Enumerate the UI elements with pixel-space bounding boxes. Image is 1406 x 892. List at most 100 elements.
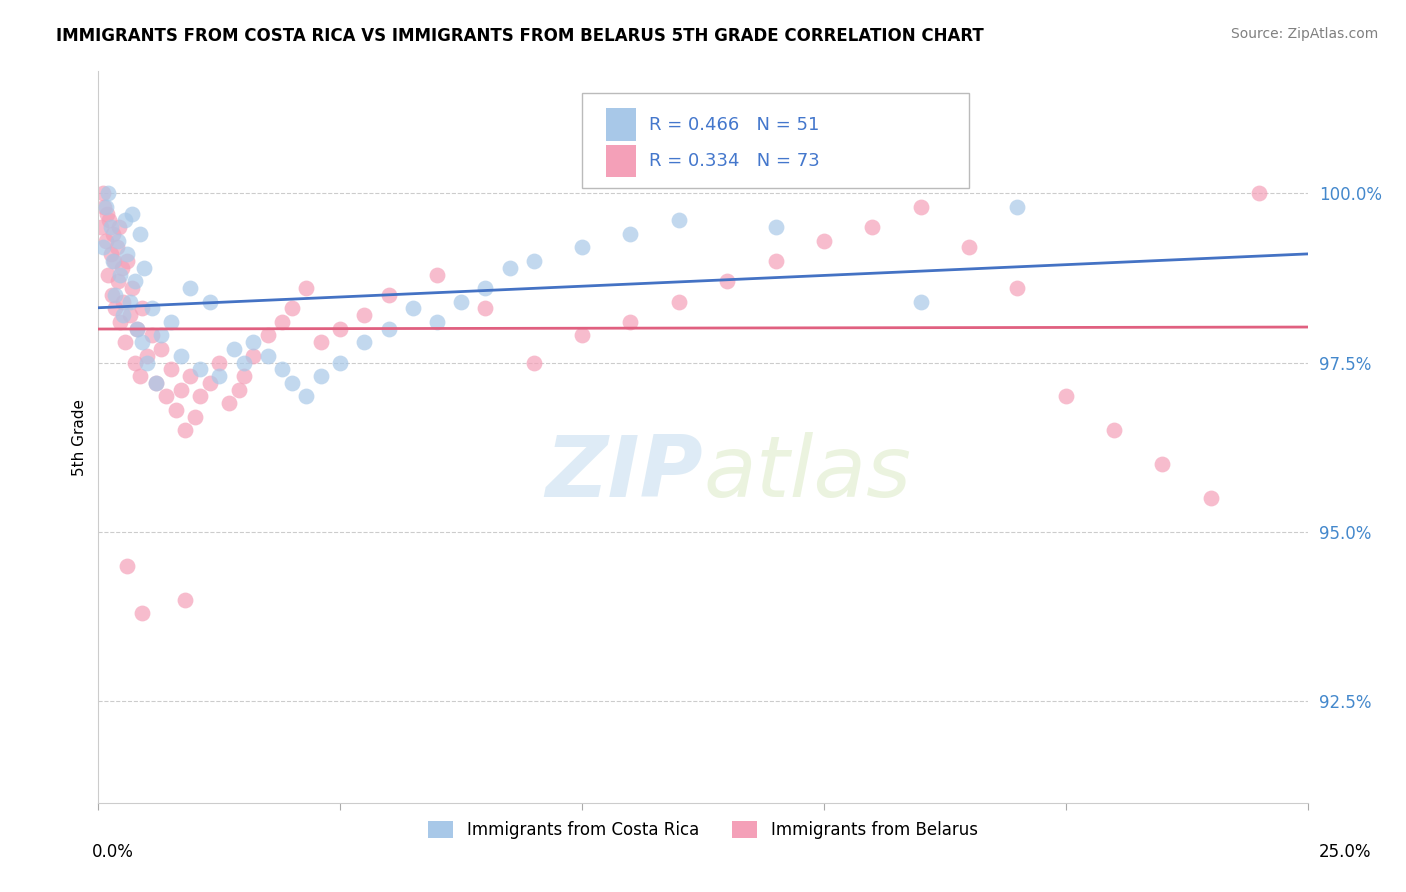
Legend: Immigrants from Costa Rica, Immigrants from Belarus: Immigrants from Costa Rica, Immigrants f… [422, 814, 984, 846]
Point [498, 260, 520, 275]
Point [242, 349, 264, 363]
Point [101, 288, 124, 302]
Point [135, 349, 157, 363]
Point [860, 220, 883, 235]
Point [179, 281, 201, 295]
Point [117, 254, 139, 268]
Point [160, 362, 183, 376]
Point [271, 362, 294, 376]
Point [957, 240, 980, 254]
Point [353, 335, 375, 350]
Point [94, 234, 117, 248]
Point [90, 220, 112, 235]
Point [100, 247, 122, 261]
Point [228, 383, 250, 397]
Text: 0.0%: 0.0% [91, 843, 134, 861]
Point [108, 220, 131, 235]
Point [141, 301, 163, 316]
Point [108, 315, 131, 329]
Text: ZIP: ZIP [546, 432, 703, 516]
Point [97, 268, 120, 282]
Point [179, 369, 201, 384]
Point [155, 389, 177, 403]
Point [124, 355, 146, 369]
Y-axis label: 5th Grade: 5th Grade [72, 399, 87, 475]
Point [256, 349, 278, 363]
Point [571, 240, 593, 254]
Point [619, 315, 641, 329]
Point [218, 396, 240, 410]
Point [571, 328, 593, 343]
Point [910, 200, 932, 214]
Point [523, 355, 546, 369]
Point [188, 362, 211, 376]
Text: R = 0.466   N = 51: R = 0.466 N = 51 [648, 116, 818, 134]
Point [256, 328, 278, 343]
Point [141, 328, 163, 343]
Point [474, 301, 496, 316]
Text: 25.0%: 25.0% [1319, 843, 1371, 861]
Point [169, 383, 191, 397]
FancyBboxPatch shape [582, 94, 969, 188]
Point [104, 288, 127, 302]
Point [1199, 491, 1222, 505]
Point [188, 389, 211, 403]
Point [150, 328, 173, 343]
Point [134, 260, 156, 275]
Point [91, 240, 114, 254]
Point [118, 294, 141, 309]
Point [128, 369, 150, 384]
Point [160, 315, 183, 329]
Point [103, 254, 125, 268]
Point [111, 294, 134, 309]
Point [450, 294, 472, 309]
Point [329, 322, 352, 336]
Point [101, 227, 124, 241]
Point [127, 322, 149, 336]
Point [668, 213, 690, 227]
Point [377, 288, 399, 302]
Point [145, 376, 167, 390]
Point [111, 308, 134, 322]
Point [242, 335, 264, 350]
Point [131, 606, 153, 620]
Point [121, 281, 143, 295]
Point [104, 301, 127, 316]
Point [114, 213, 136, 227]
Point [131, 301, 153, 316]
Point [100, 220, 122, 235]
Point [127, 322, 149, 336]
Point [329, 355, 352, 369]
Point [1152, 457, 1174, 471]
Point [174, 423, 197, 437]
Point [232, 355, 254, 369]
Point [619, 227, 641, 241]
Point [281, 301, 304, 316]
Bar [606, 145, 637, 178]
Bar [606, 108, 637, 141]
Point [523, 254, 546, 268]
Point [281, 376, 304, 390]
Point [101, 254, 124, 268]
Point [1054, 389, 1077, 403]
Point [117, 247, 139, 261]
Point [765, 254, 787, 268]
Point [668, 294, 690, 309]
Point [165, 403, 187, 417]
Point [402, 301, 425, 316]
Point [94, 200, 117, 214]
Point [135, 355, 157, 369]
Point [97, 186, 120, 201]
Point [198, 294, 221, 309]
Point [271, 315, 294, 329]
Point [910, 294, 932, 309]
Point [107, 274, 129, 288]
Point [93, 200, 115, 214]
Point [309, 369, 332, 384]
Point [128, 227, 150, 241]
Point [222, 342, 245, 356]
Point [121, 206, 143, 220]
Point [309, 335, 332, 350]
Point [105, 240, 128, 254]
Point [108, 268, 131, 282]
